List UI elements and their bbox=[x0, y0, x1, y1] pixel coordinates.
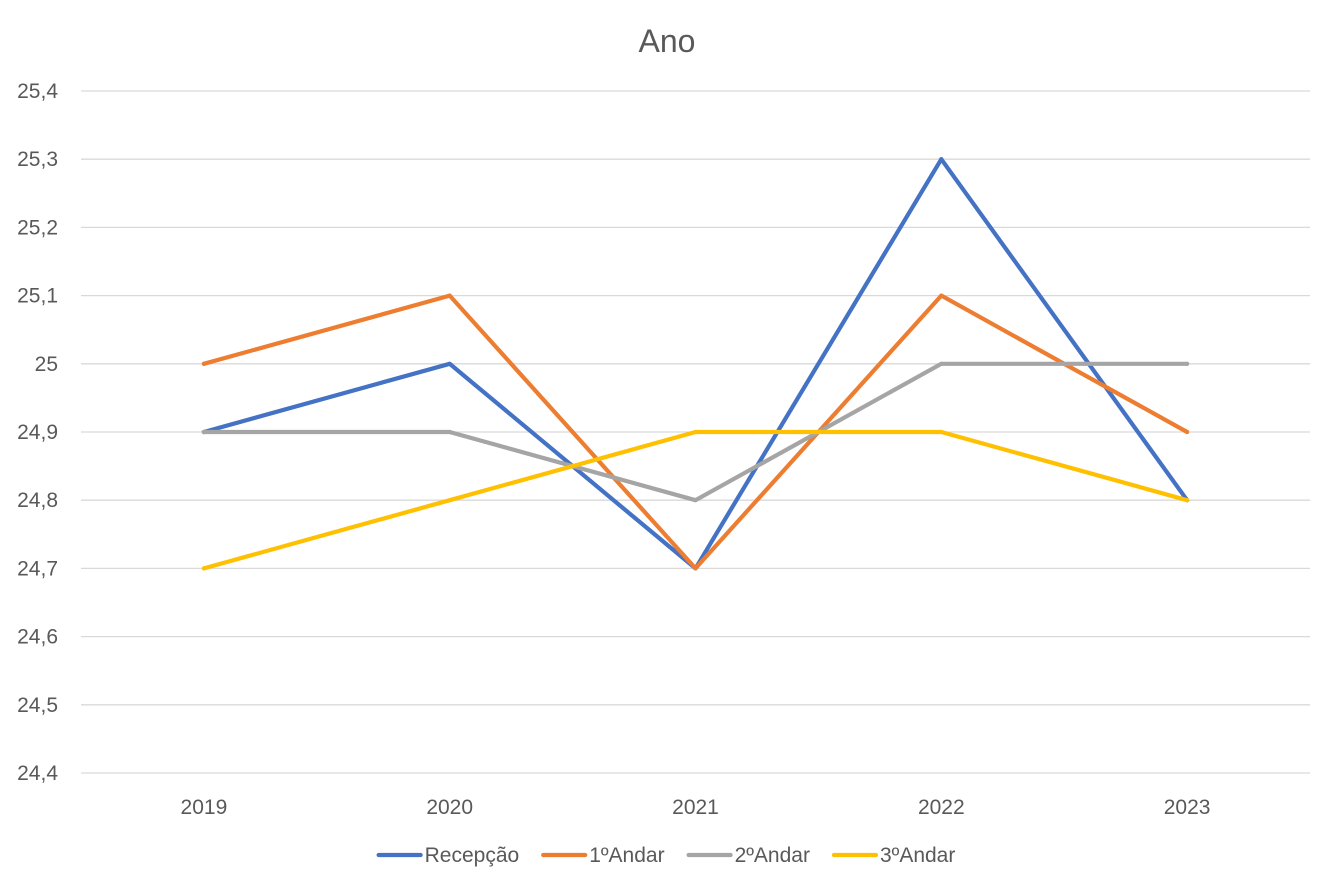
y-tick-label: 24,6 bbox=[17, 626, 58, 649]
data-point bbox=[693, 566, 698, 571]
data-point bbox=[939, 429, 944, 435]
data-point bbox=[201, 566, 206, 571]
data-point bbox=[447, 361, 452, 366]
x-axis-tick-labels: 2019 2020 2021 2022 2023 bbox=[181, 796, 1211, 819]
legend-label: 1ºAndar bbox=[589, 844, 664, 867]
x-tick-label: 2021 bbox=[672, 796, 719, 819]
series-lines bbox=[201, 157, 1190, 571]
data-point bbox=[201, 429, 206, 435]
y-tick-label: 24,7 bbox=[17, 557, 58, 580]
data-point bbox=[1185, 429, 1190, 435]
series-3 bbox=[201, 429, 1190, 571]
y-tick-label: 25,4 bbox=[17, 80, 58, 103]
data-point bbox=[939, 361, 944, 366]
data-point bbox=[447, 293, 452, 298]
y-tick-label: 24,8 bbox=[17, 489, 58, 512]
series-2 bbox=[201, 361, 1190, 503]
data-point bbox=[693, 429, 698, 435]
x-tick-label: 2020 bbox=[426, 796, 473, 819]
x-tick-label: 2022 bbox=[918, 796, 965, 819]
data-point bbox=[447, 498, 452, 503]
legend-item: 1ºAndar bbox=[541, 844, 665, 867]
x-tick-label: 2019 bbox=[181, 796, 228, 819]
legend-label: 2ºAndar bbox=[735, 844, 810, 867]
data-point bbox=[1185, 361, 1190, 366]
y-axis-tick-labels: 24,4 24,5 24,6 24,7 24,8 24,9 25 25,1 25,2 25,3 25… bbox=[17, 80, 58, 785]
y-tick-label: 25,2 bbox=[17, 216, 58, 239]
y-tick-label: 24,5 bbox=[17, 694, 58, 717]
data-point bbox=[939, 157, 944, 162]
y-tick-label: 25 bbox=[35, 353, 58, 376]
y-tick-label: 25,3 bbox=[17, 148, 58, 171]
data-point bbox=[693, 498, 698, 503]
y-tick-label: 25,1 bbox=[17, 285, 58, 308]
data-point bbox=[201, 361, 206, 366]
x-tick-label: 2023 bbox=[1164, 796, 1211, 819]
legend-label: Recepção bbox=[425, 844, 520, 867]
legend-item: 2ºAndar bbox=[686, 844, 810, 867]
series-1 bbox=[201, 293, 1190, 571]
legend-item: 3ºAndar bbox=[831, 844, 955, 867]
data-point bbox=[1185, 498, 1190, 503]
chart-title: Ano bbox=[639, 23, 696, 59]
data-point bbox=[939, 293, 944, 298]
legend-item: Recepção bbox=[376, 844, 520, 867]
data-point bbox=[447, 429, 452, 435]
legend: Recepção 1ºAndar 2ºAndar 3ºAndar bbox=[376, 844, 955, 867]
legend-label: 3ºAndar bbox=[880, 844, 955, 867]
y-tick-label: 24,4 bbox=[17, 762, 58, 785]
y-tick-label: 24,9 bbox=[17, 421, 58, 444]
